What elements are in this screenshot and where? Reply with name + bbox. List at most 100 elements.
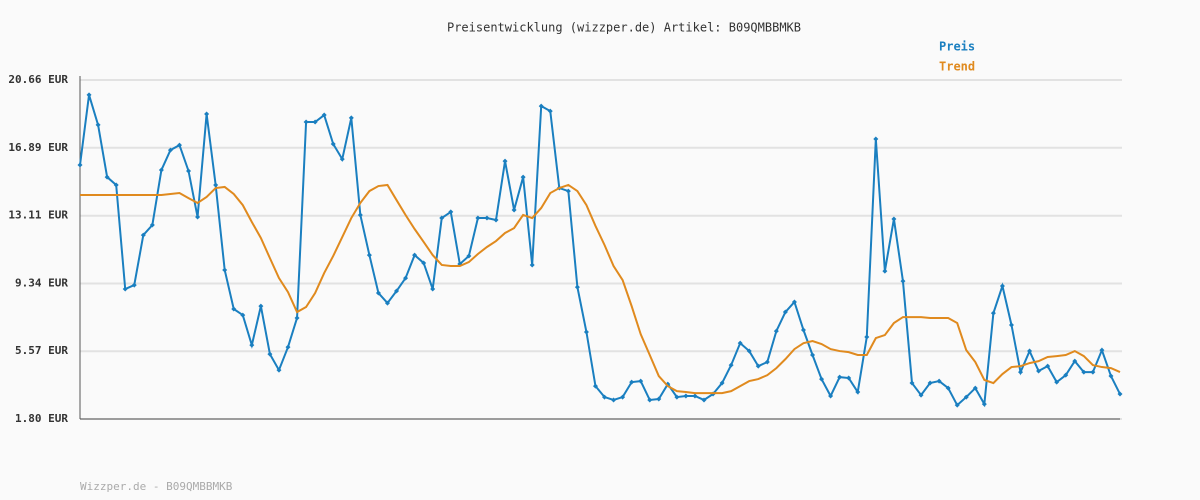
point-marker (403, 275, 409, 281)
point-marker (529, 262, 535, 268)
point-marker (1072, 358, 1078, 364)
point-marker (1008, 322, 1014, 328)
point-marker (592, 383, 598, 389)
point-marker (375, 290, 381, 296)
point-marker (186, 168, 192, 174)
point-marker (1054, 379, 1060, 385)
point-marker (195, 214, 201, 220)
footer: Wizzper.de - B09QMBBMKB (80, 480, 233, 493)
point-marker (837, 374, 843, 380)
point-marker (882, 268, 888, 274)
point-marker (656, 396, 662, 402)
point-marker (502, 158, 508, 164)
y-tick-label: 5.57 EUR (15, 344, 68, 357)
point-marker (927, 380, 933, 386)
point-marker (764, 359, 770, 365)
point-marker (728, 362, 734, 368)
point-marker (692, 393, 698, 399)
point-marker (791, 299, 797, 305)
point-marker (800, 327, 806, 333)
point-marker (131, 282, 137, 288)
point-marker (240, 312, 246, 318)
point-marker (574, 284, 580, 290)
point-marker (303, 119, 309, 125)
legend-label: Trend (939, 60, 975, 74)
point-marker (972, 385, 978, 391)
point-marker (583, 329, 589, 335)
point-marker (945, 385, 951, 391)
point-marker (602, 394, 608, 400)
point-marker (990, 310, 996, 316)
point-marker (873, 136, 879, 142)
point-marker (475, 215, 481, 221)
point-marker (611, 397, 617, 403)
point-marker (493, 217, 499, 223)
point-marker (167, 147, 173, 153)
y-tick-label: 20.66 EUR (8, 73, 68, 86)
point-marker (140, 232, 146, 238)
point-marker (909, 380, 915, 386)
point-marker (737, 340, 743, 346)
point-marker (629, 379, 635, 385)
point-marker (1099, 347, 1105, 353)
point-marker (149, 222, 155, 228)
point-marker (1045, 363, 1051, 369)
point-marker (1036, 368, 1042, 374)
series-line (80, 183, 1121, 395)
point-marker (683, 393, 689, 399)
point-marker (828, 393, 834, 399)
point-marker (95, 122, 101, 128)
point-marker (213, 182, 219, 188)
point-marker (1063, 372, 1069, 378)
point-marker (231, 306, 237, 312)
point-marker (1108, 373, 1114, 379)
point-marker (1018, 369, 1024, 375)
point-marker (782, 309, 788, 315)
point-marker (864, 334, 870, 340)
point-marker (267, 351, 273, 357)
point-marker (1081, 369, 1087, 375)
point-marker (520, 174, 526, 180)
point-marker (538, 103, 544, 109)
point-marker (276, 367, 282, 373)
point-marker (819, 376, 825, 382)
point-marker (394, 288, 400, 294)
y-tick-label: 9.34 EUR (15, 276, 68, 289)
point-marker (439, 215, 445, 221)
point-marker (620, 394, 626, 400)
point-marker (511, 207, 517, 213)
point-marker (384, 300, 390, 306)
point-marker (1027, 348, 1033, 354)
point-marker (999, 283, 1005, 289)
point-marker (249, 342, 255, 348)
point-marker (113, 182, 119, 188)
point-marker (891, 216, 897, 222)
point-marker (357, 212, 363, 218)
point-marker (746, 348, 752, 354)
point-marker (312, 119, 318, 125)
point-marker (647, 397, 653, 403)
point-marker (954, 402, 960, 408)
y-tick-label: 13.11 EUR (8, 209, 68, 222)
point-marker (547, 108, 553, 114)
point-marker (855, 389, 861, 395)
point-marker (330, 141, 336, 147)
point-marker (565, 188, 571, 194)
point-marker (810, 352, 816, 358)
series-line (79, 94, 1121, 408)
point-marker (204, 111, 210, 117)
point-marker (719, 380, 725, 386)
y-tick-label: 16.89 EUR (8, 141, 68, 154)
point-marker (430, 286, 436, 292)
point-marker (104, 174, 110, 180)
point-marker (466, 253, 472, 259)
point-marker (1090, 369, 1096, 375)
point-marker (755, 363, 761, 369)
point-marker (122, 286, 128, 292)
point-marker (176, 142, 182, 148)
point-marker (981, 401, 987, 407)
legend-label: Preis (939, 40, 975, 54)
point-marker (421, 260, 427, 266)
point-marker (258, 303, 264, 309)
